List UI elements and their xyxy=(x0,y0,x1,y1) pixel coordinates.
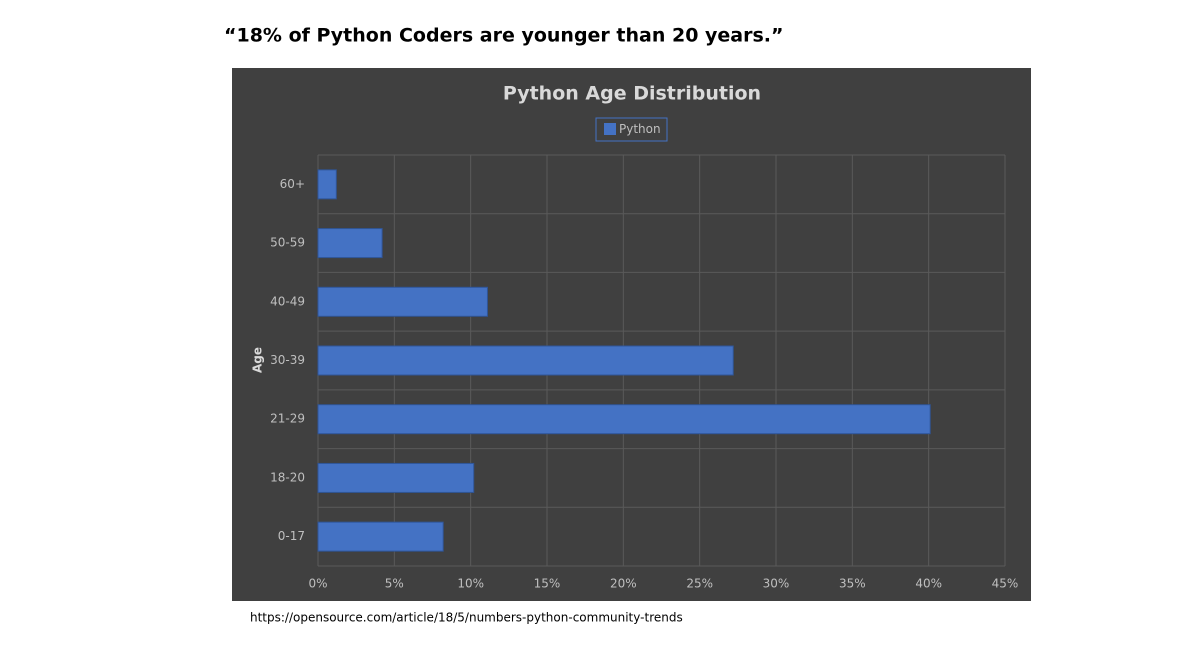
y-tick-label: 18-20 xyxy=(270,470,305,484)
legend-label: Python xyxy=(619,122,661,136)
chart-panel xyxy=(232,68,1031,601)
x-tick-label: 0% xyxy=(308,577,327,591)
x-tick-label: 10% xyxy=(457,577,484,591)
legend-box xyxy=(595,117,668,142)
y-tick-label: 30-39 xyxy=(270,353,305,367)
x-tick-label: 30% xyxy=(763,577,790,591)
y-tick-label: 0-17 xyxy=(278,529,305,543)
bar xyxy=(317,521,444,552)
y-axis-title: Age xyxy=(251,347,265,373)
y-tick-label: 60+ xyxy=(280,177,305,191)
chart-title: Python Age Distribution xyxy=(503,83,761,105)
x-tick-label: 45% xyxy=(992,577,1019,591)
bar xyxy=(317,404,931,435)
x-tick-label: 20% xyxy=(610,577,637,591)
plot: 0% 5% 10% 15% 20% 25% 30% 35% 40% 45% 0-17 18-20 21-… xyxy=(270,117,1019,591)
y-tick-label: 40-49 xyxy=(270,294,305,308)
x-tick-label: 5% xyxy=(385,577,404,591)
legend-swatch xyxy=(604,123,616,135)
headline: “18% of Python Coders are younger than 2… xyxy=(224,25,784,47)
source: https://opensource.com/article/18/5/numb… xyxy=(250,611,683,625)
x-tick-label: 15% xyxy=(534,577,561,591)
y-tick-label: 50-59 xyxy=(270,236,305,250)
y-tick-label: 21-29 xyxy=(270,412,305,426)
bar xyxy=(317,228,383,259)
bar xyxy=(317,286,488,317)
x-tick-label: 25% xyxy=(686,577,713,591)
x-tick-label: 40% xyxy=(915,577,942,591)
bar xyxy=(317,345,734,376)
x-tick-label: 35% xyxy=(839,577,866,591)
bar xyxy=(317,462,475,493)
bar xyxy=(317,169,337,200)
